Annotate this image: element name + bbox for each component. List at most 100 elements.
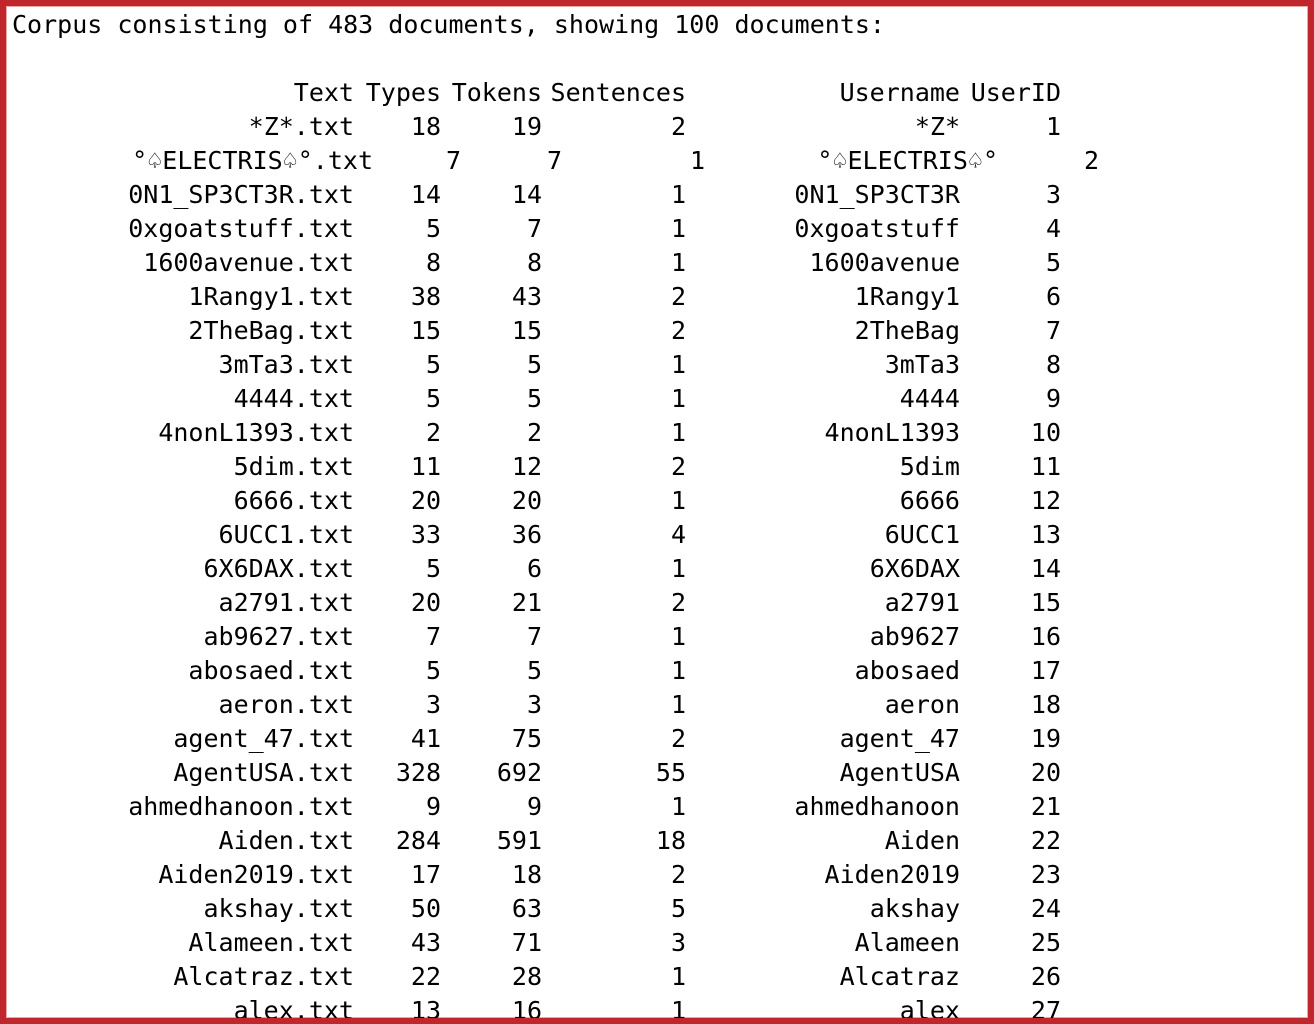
cell-text: 5dim.txt [233, 452, 354, 481]
cell-text: 6X6DAX.txt [203, 554, 354, 583]
table-row: 0xgoatstuff.txt 5 7 1 0xgoatstuff 4 [12, 212, 1308, 246]
cell-username: 1Rangy1 [854, 282, 960, 311]
table-row: Alameen.txt 43 71 3 Alameen 25 [12, 926, 1308, 960]
header-tokens: Tokens [451, 78, 542, 107]
cell-sentences: 1 [670, 248, 686, 277]
cell-sentences: 1 [670, 996, 686, 1024]
corpus-summary: Corpus consisting of 483 documents, show… [12, 10, 885, 39]
table-row: 6UCC1.txt 33 36 4 6UCC1 13 [12, 518, 1308, 552]
table-row: *Z*.txt 18 19 2 *Z* 1 [12, 110, 1308, 144]
cell-sentences: 2 [670, 452, 686, 481]
cell-userid: 19 [1030, 724, 1061, 753]
cell-userid: 24 [1030, 894, 1061, 923]
cell-types: 5 [425, 656, 441, 685]
cell-username: AgentUSA [839, 758, 960, 787]
table-row: °♤ELECTRIS♤°.txt 7 7 1 °♤ELECTRIS♤° 2 [12, 144, 1308, 178]
cell-tokens: 36 [511, 520, 542, 549]
header-text: Text [293, 78, 354, 107]
cell-username: Aiden2019 [824, 860, 960, 889]
cell-sentences: 1 [670, 622, 686, 651]
table-row: abosaed.txt 5 5 1 abosaed 17 [12, 654, 1308, 688]
cell-tokens: 28 [511, 962, 542, 991]
cell-sentences: 1 [670, 384, 686, 413]
cell-userid: 9 [1045, 384, 1061, 413]
cell-username: 0N1_SP3CT3R [794, 180, 960, 209]
table-row: agent_47.txt 41 75 2 agent_47 19 [12, 722, 1308, 756]
cell-text: 0N1_SP3CT3R.txt [128, 180, 354, 209]
cell-types: 13 [410, 996, 441, 1024]
cell-types: 11 [410, 452, 441, 481]
cell-userid: 25 [1030, 928, 1061, 957]
table-row: ab9627.txt 7 7 1 ab9627 16 [12, 620, 1308, 654]
cell-userid: 7 [1045, 316, 1061, 345]
cell-userid: 26 [1030, 962, 1061, 991]
cell-tokens: 16 [511, 996, 542, 1024]
cell-username: *Z* [914, 112, 960, 141]
cell-text: 1600avenue.txt [143, 248, 354, 277]
cell-tokens: 15 [511, 316, 542, 345]
cell-types: 5 [425, 350, 441, 379]
cell-username: °♤ELECTRIS♤° [817, 146, 998, 175]
cell-text: Aiden2019.txt [158, 860, 354, 889]
cell-sentences: 4 [670, 520, 686, 549]
cell-text: 2TheBag.txt [188, 316, 354, 345]
cell-username: agent_47 [839, 724, 960, 753]
cell-userid: 14 [1030, 554, 1061, 583]
cell-types: 50 [410, 894, 441, 923]
cell-userid: 20 [1030, 758, 1061, 787]
table-row: 6X6DAX.txt 5 6 1 6X6DAX 14 [12, 552, 1308, 586]
cell-username: Alcatraz [839, 962, 960, 991]
cell-tokens: 19 [511, 112, 542, 141]
cell-userid: 4 [1045, 214, 1061, 243]
cell-types: 328 [395, 758, 441, 787]
cell-sentences: 2 [670, 282, 686, 311]
cell-types: 22 [410, 962, 441, 991]
cell-userid: 3 [1045, 180, 1061, 209]
cell-text: 1Rangy1.txt [188, 282, 354, 311]
cell-sentences: 1 [670, 690, 686, 719]
cell-username: 5dim [899, 452, 960, 481]
header-sentences: Sentences [550, 78, 686, 107]
cell-tokens: 591 [496, 826, 542, 855]
cell-text: AgentUSA.txt [173, 758, 354, 787]
cell-username: 3mTa3 [884, 350, 960, 379]
cell-userid: 13 [1030, 520, 1061, 549]
cell-text: 4nonL1393.txt [158, 418, 354, 447]
cell-sentences: 5 [670, 894, 686, 923]
cell-sentences: 1 [689, 146, 705, 175]
cell-sentences: 1 [670, 554, 686, 583]
cell-text: aeron.txt [218, 690, 354, 719]
cell-types: 17 [410, 860, 441, 889]
cell-username: 2TheBag [854, 316, 960, 345]
cell-tokens: 5 [526, 384, 542, 413]
cell-username: akshay [869, 894, 960, 923]
cell-userid: 16 [1030, 622, 1061, 651]
cell-sentences: 2 [670, 724, 686, 753]
cell-userid: 1 [1045, 112, 1061, 141]
cell-username: 6UCC1 [884, 520, 960, 549]
cell-text: Alcatraz.txt [173, 962, 354, 991]
table-row: 1Rangy1.txt 38 43 2 1Rangy1 6 [12, 280, 1308, 314]
cell-username: Aiden [884, 826, 960, 855]
cell-tokens: 8 [526, 248, 542, 277]
table-row: ahmedhanoon.txt 9 9 1 ahmedhanoon 21 [12, 790, 1308, 824]
cell-sentences: 1 [670, 792, 686, 821]
cell-tokens: 2 [526, 418, 542, 447]
cell-tokens: 75 [511, 724, 542, 753]
cell-userid: 17 [1030, 656, 1061, 685]
cell-username: alex [899, 996, 960, 1024]
cell-userid: 23 [1030, 860, 1061, 889]
cell-userid: 8 [1045, 350, 1061, 379]
console-output: Corpus consisting of 483 documents, show… [12, 6, 1099, 1018]
table-row: 5dim.txt 11 12 2 5dim 11 [12, 450, 1308, 484]
cell-tokens: 14 [511, 180, 542, 209]
cell-types: 8 [425, 248, 441, 277]
cell-types: 15 [410, 316, 441, 345]
cell-userid: 2 [1083, 146, 1099, 175]
cell-username: 6X6DAX [869, 554, 960, 583]
cell-userid: 10 [1030, 418, 1061, 447]
cell-text: akshay.txt [203, 894, 354, 923]
cell-types: 33 [410, 520, 441, 549]
cell-username: 0xgoatstuff [794, 214, 960, 243]
cell-username: 6666 [899, 486, 960, 515]
